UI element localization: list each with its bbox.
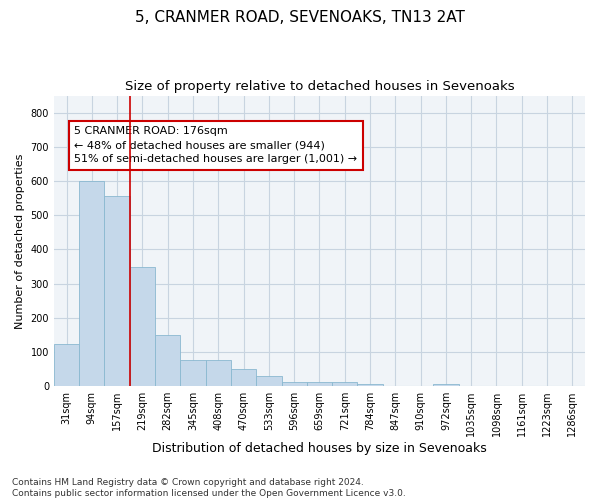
Bar xyxy=(256,376,281,386)
Bar xyxy=(181,360,206,386)
Y-axis label: Number of detached properties: Number of detached properties xyxy=(15,153,25,328)
Bar xyxy=(54,344,79,386)
Bar xyxy=(281,382,307,386)
Bar xyxy=(104,196,130,386)
Bar xyxy=(231,369,256,386)
Bar xyxy=(307,382,332,386)
Bar xyxy=(332,382,358,386)
Text: Contains HM Land Registry data © Crown copyright and database right 2024.
Contai: Contains HM Land Registry data © Crown c… xyxy=(12,478,406,498)
Bar xyxy=(79,181,104,386)
Bar xyxy=(130,268,155,386)
Bar xyxy=(155,336,181,386)
Bar xyxy=(206,360,231,386)
Bar xyxy=(433,384,458,386)
Text: 5, CRANMER ROAD, SEVENOAKS, TN13 2AT: 5, CRANMER ROAD, SEVENOAKS, TN13 2AT xyxy=(135,10,465,25)
Title: Size of property relative to detached houses in Sevenoaks: Size of property relative to detached ho… xyxy=(125,80,514,93)
X-axis label: Distribution of detached houses by size in Sevenoaks: Distribution of detached houses by size … xyxy=(152,442,487,455)
Text: 5 CRANMER ROAD: 176sqm
← 48% of detached houses are smaller (944)
51% of semi-de: 5 CRANMER ROAD: 176sqm ← 48% of detached… xyxy=(74,126,357,164)
Bar xyxy=(358,384,383,386)
